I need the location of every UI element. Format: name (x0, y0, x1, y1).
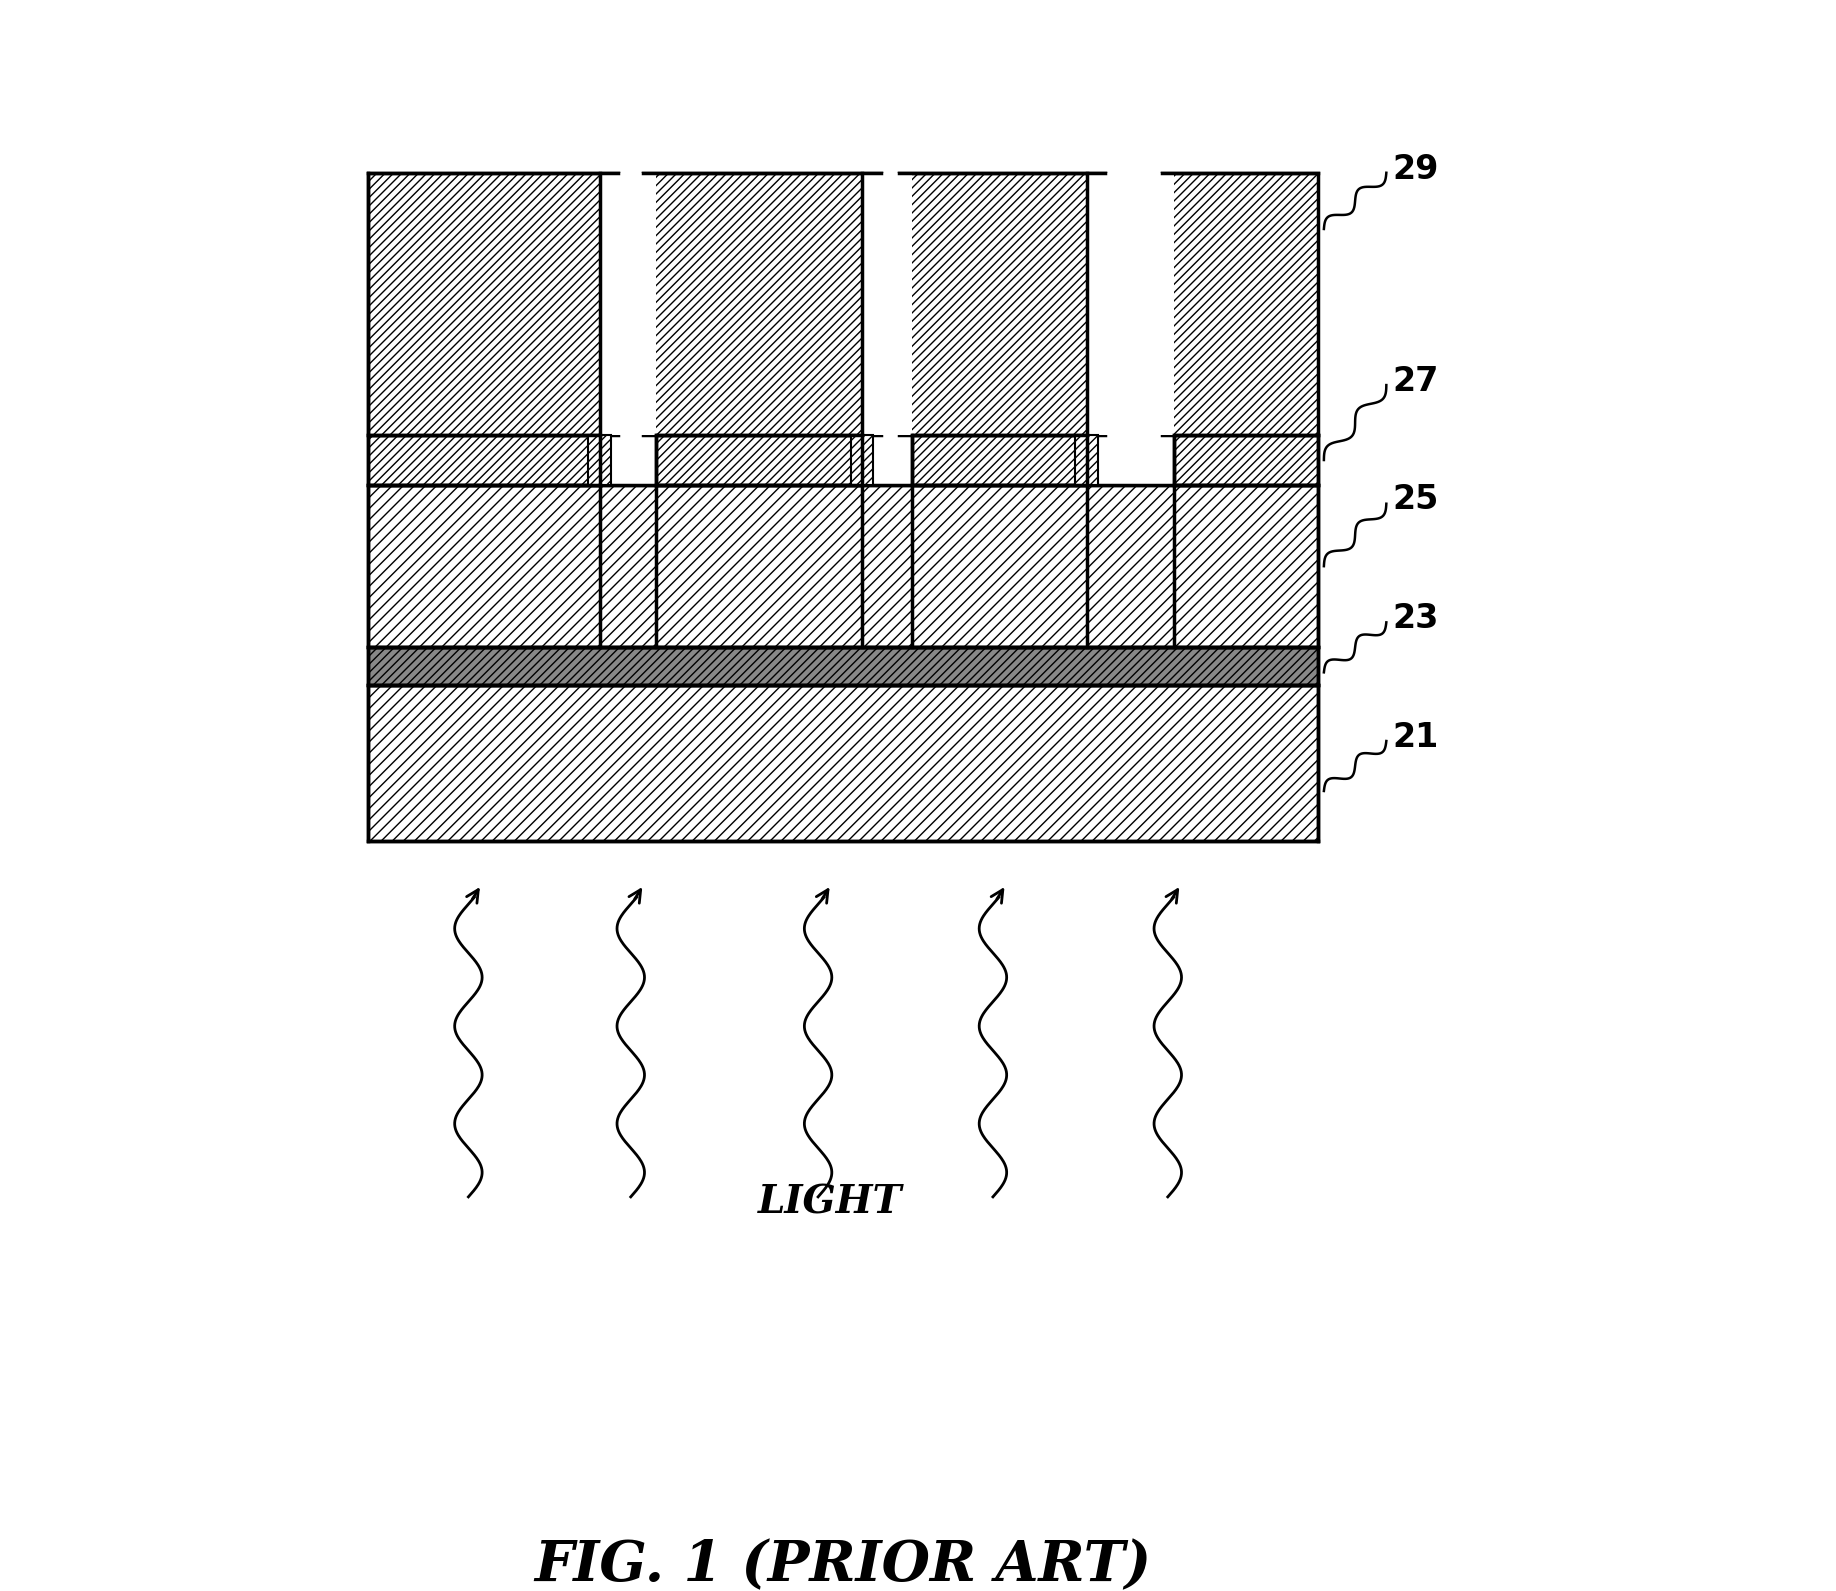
Text: FIG. 1 (PRIOR ART): FIG. 1 (PRIOR ART) (534, 1538, 1151, 1591)
Bar (1162, 173, 1318, 434)
Text: 23: 23 (1392, 601, 1439, 635)
Bar (655, 434, 861, 485)
Bar (369, 648, 1318, 684)
Bar (1087, 173, 1173, 434)
Bar (1173, 434, 1318, 485)
Bar (369, 485, 1318, 648)
Text: 29: 29 (1392, 153, 1439, 186)
Text: 21: 21 (1392, 721, 1439, 754)
Bar (643, 173, 881, 434)
Bar (912, 434, 1087, 485)
Bar (600, 434, 655, 485)
Bar (1087, 434, 1173, 485)
Bar (900, 173, 1105, 434)
Bar (850, 434, 874, 485)
Bar (861, 434, 912, 485)
Bar (1076, 434, 1098, 485)
Bar (369, 684, 1318, 842)
Text: 27: 27 (1392, 364, 1439, 398)
Bar (861, 173, 912, 434)
Bar (600, 173, 655, 434)
Bar (369, 173, 619, 434)
Text: 25: 25 (1392, 484, 1439, 517)
Bar (588, 434, 611, 485)
Bar (369, 434, 600, 485)
Text: LIGHT: LIGHT (758, 1184, 903, 1222)
